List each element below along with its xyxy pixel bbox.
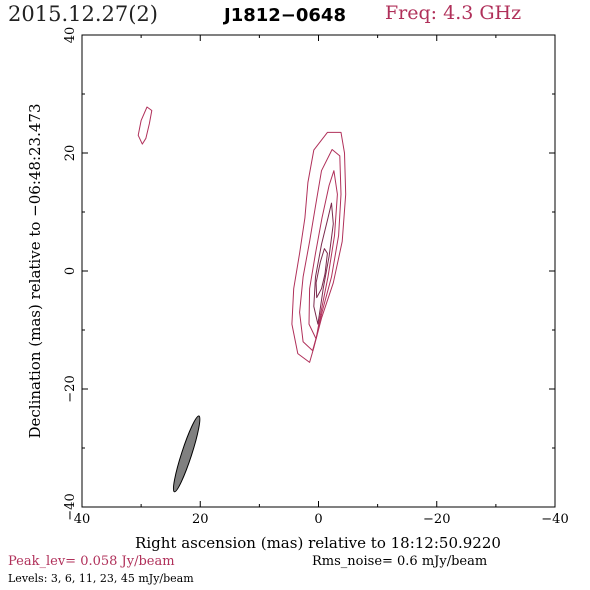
y-axis-label: Declination (mas) relative to −06:48:23.… xyxy=(26,103,44,438)
beam-ellipse xyxy=(172,415,201,493)
contour-level-6 xyxy=(299,149,342,352)
contour-level-11 xyxy=(308,170,338,340)
peak-level: Peak_lev= 0.058 Jy/beam xyxy=(8,554,175,569)
rms-noise: Rms_noise= 0.6 mJy/beam xyxy=(312,554,488,569)
x-axis-label: Right ascension (mas) relative to 18:12:… xyxy=(135,534,501,552)
y-tick-label: −20 xyxy=(63,375,78,402)
contour-level-23 xyxy=(313,202,334,325)
contour-level-3 xyxy=(291,131,347,363)
contour-levels: Levels: 3, 6, 11, 23, 45 mJy/beam xyxy=(8,572,194,585)
y-tick-label: 0 xyxy=(63,267,78,275)
beam-group xyxy=(172,415,201,493)
source-name: J1812−0648 xyxy=(224,5,346,26)
contour-level-3 xyxy=(137,106,153,145)
contour-group xyxy=(137,106,347,363)
x-tick-label: 40 xyxy=(74,512,91,527)
observation-date: 2015.12.27(2) xyxy=(8,2,158,26)
x-tick-label: −20 xyxy=(423,512,450,527)
contour-level-45 xyxy=(315,248,328,299)
frequency-label: Freq: 4.3 GHz xyxy=(385,2,522,24)
tick-labels: 40 20 0 −20 −40 −40 −20 0 20 40 xyxy=(63,27,569,527)
y-tick-label: 20 xyxy=(63,145,78,162)
y-tick-label: −40 xyxy=(63,493,78,520)
x-tick-label: 0 xyxy=(314,512,322,527)
y-tick-label: 40 xyxy=(63,27,78,44)
axis-ticks xyxy=(81,34,556,508)
x-tick-label: −40 xyxy=(541,512,568,527)
x-tick-label: 20 xyxy=(192,512,209,527)
